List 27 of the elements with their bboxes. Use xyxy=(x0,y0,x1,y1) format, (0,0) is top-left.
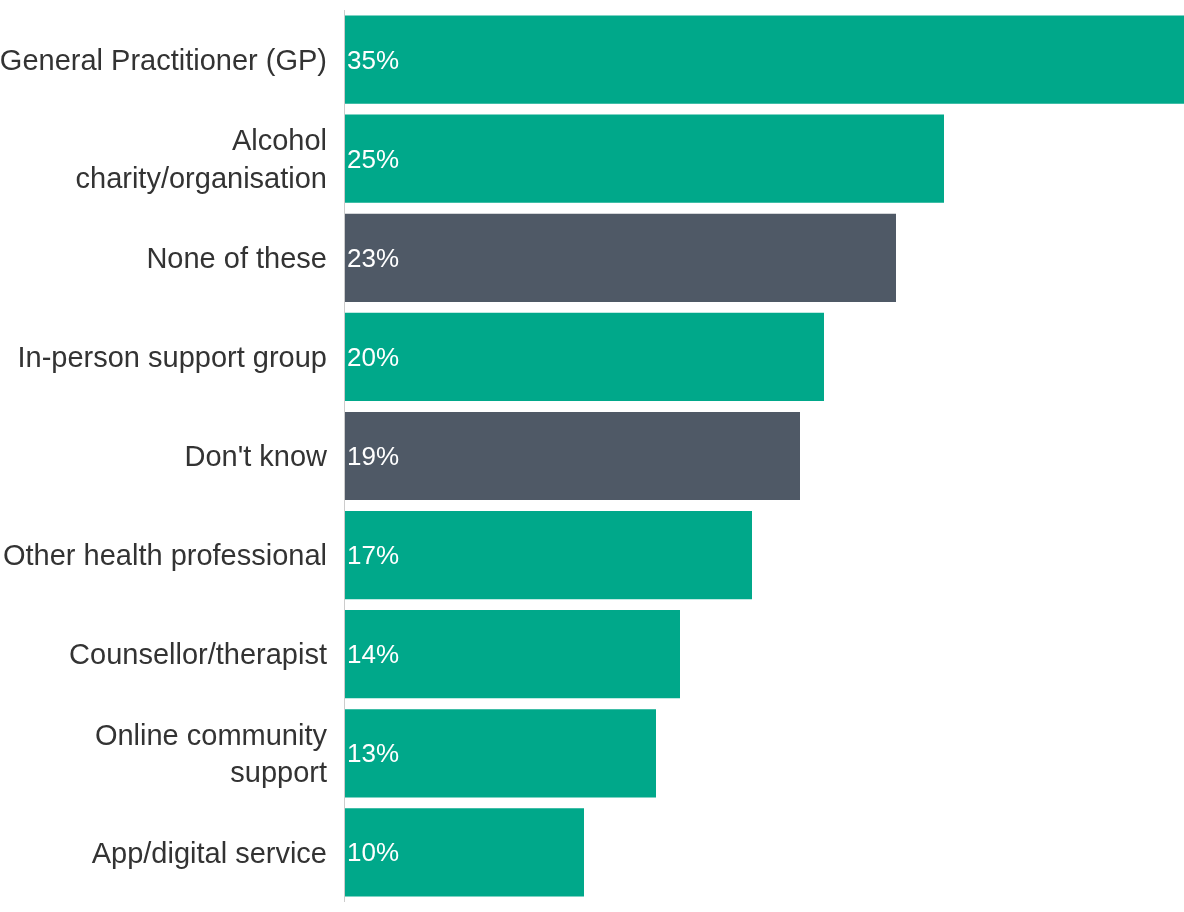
bar xyxy=(344,312,824,401)
bar xyxy=(344,511,752,600)
bar xyxy=(344,114,944,203)
data-label: 17% xyxy=(347,540,400,571)
y-tick-label: Online community support xyxy=(94,718,328,789)
y-tick-label: In-person support group xyxy=(17,341,327,374)
y-tick-label: Other health professional xyxy=(2,539,327,572)
bar xyxy=(344,808,584,897)
data-label: 19% xyxy=(347,441,400,471)
bar xyxy=(344,411,800,501)
bar xyxy=(344,610,680,699)
bar xyxy=(344,213,896,302)
y-tick-label: Don't know xyxy=(184,440,329,473)
data-label: 13% xyxy=(347,738,400,769)
bar xyxy=(344,709,656,798)
data-label: 10% xyxy=(347,837,400,868)
data-label: 25% xyxy=(347,143,400,174)
y-tick-label: General Practitioner (GP) xyxy=(0,43,327,76)
y-tick-label: Counsellor/therapist xyxy=(69,638,327,671)
data-label: 14% xyxy=(347,639,400,670)
data-label: 35% xyxy=(347,44,400,75)
y-tick-label: None of these xyxy=(146,241,327,274)
data-label: 23% xyxy=(347,242,400,273)
bar xyxy=(344,15,1184,104)
y-tick-label: App/digital service xyxy=(91,836,327,869)
data-label: 20% xyxy=(347,341,400,372)
y-tick-label: Alcohol charity/organisation xyxy=(75,123,327,194)
